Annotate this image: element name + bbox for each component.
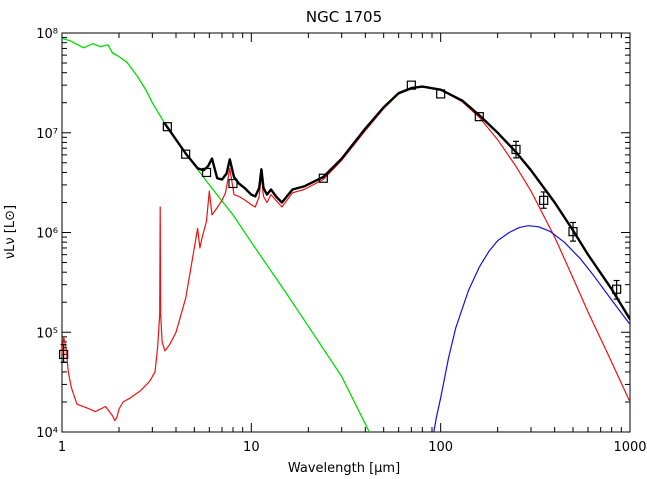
photometry-point bbox=[228, 178, 238, 189]
photometry-marker bbox=[59, 349, 69, 359]
dust-series-line bbox=[62, 86, 630, 422]
photometry-point bbox=[568, 221, 578, 242]
x-tick-label: 1 bbox=[58, 440, 66, 455]
x-tick-label: 1000 bbox=[613, 440, 646, 455]
total-series-line bbox=[163, 85, 630, 321]
photometry-marker bbox=[474, 112, 484, 122]
photometry-marker bbox=[511, 144, 521, 155]
plot-area: 1 10 100 1000 10⁴ 10⁵ 10⁶ 10⁷ 10⁸ bbox=[36, 27, 646, 455]
photometry-point bbox=[612, 279, 622, 300]
photometry-point bbox=[59, 344, 69, 363]
photometry-marker bbox=[318, 173, 328, 183]
photometry-point bbox=[539, 191, 549, 209]
x-axis-label: Wavelength [μm] bbox=[288, 461, 400, 476]
photometry-marker bbox=[612, 284, 622, 294]
photometry-marker bbox=[181, 149, 191, 159]
y-tick-label: 10⁸ bbox=[36, 27, 58, 42]
photometry-marker bbox=[436, 89, 446, 99]
photometry-marker bbox=[406, 80, 416, 90]
y-tick-label: 10⁷ bbox=[36, 127, 58, 142]
photometry-marker bbox=[201, 167, 212, 178]
photometry-marker bbox=[539, 195, 549, 205]
x-tick-label: 10 bbox=[243, 440, 260, 455]
y-tick-label: 10⁶ bbox=[36, 227, 58, 242]
stellar-series-line bbox=[62, 37, 370, 432]
photometry-point bbox=[162, 122, 172, 132]
y-tick-label: 10⁴ bbox=[36, 426, 58, 441]
series-group bbox=[62, 37, 630, 432]
photometry-point bbox=[436, 89, 446, 99]
y-tick-label: 10⁵ bbox=[36, 326, 58, 341]
photometry-marker bbox=[162, 122, 172, 132]
photometry-point bbox=[511, 140, 521, 159]
photometry-marker bbox=[568, 227, 578, 237]
photometry-marker bbox=[228, 178, 238, 189]
chart-title: NGC 1705 bbox=[306, 8, 382, 26]
cold-dust-series-line bbox=[433, 225, 630, 432]
photometry-point bbox=[474, 112, 484, 122]
photometry-point bbox=[201, 167, 212, 178]
y-axis-label: νLν [L⊙] bbox=[3, 205, 18, 259]
x-tick-label: 100 bbox=[428, 440, 453, 455]
photometry-point bbox=[318, 173, 328, 183]
photometry-point bbox=[181, 149, 191, 159]
photometry-point bbox=[406, 80, 416, 90]
